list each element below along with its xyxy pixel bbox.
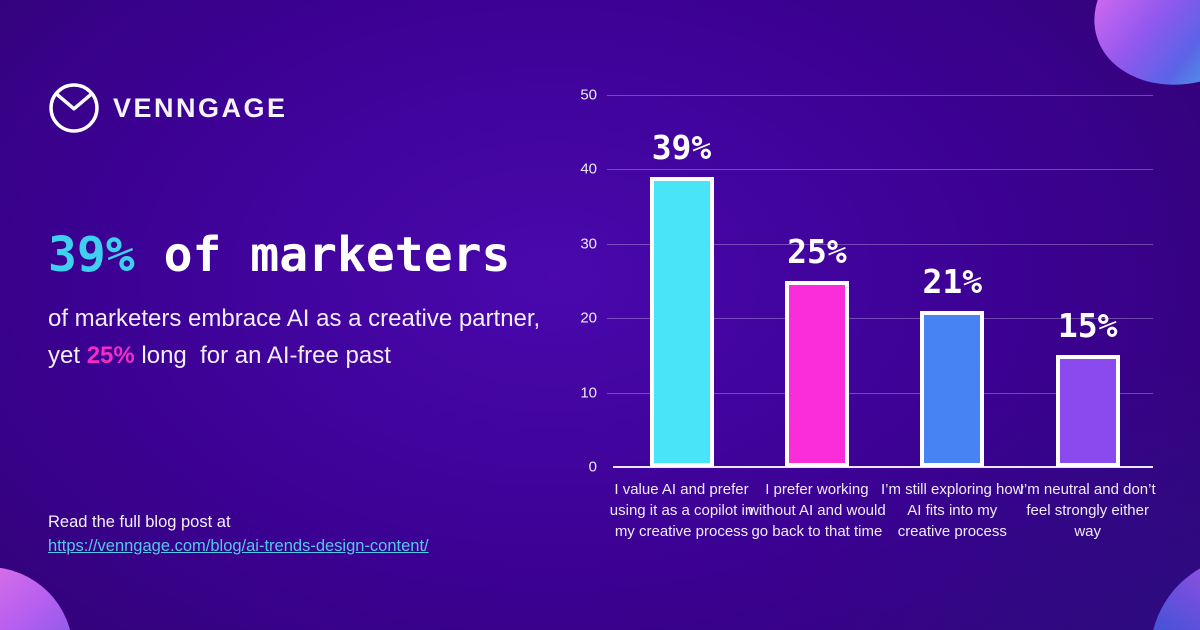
- bar-value-label: 25%: [787, 232, 847, 271]
- brand-name: VENNGAGE: [113, 92, 288, 123]
- y-axis-tick-label: 20: [580, 309, 597, 327]
- brand-header: VENNGAGE: [48, 82, 288, 134]
- bar-chart-plot: 0 10 20 30 40 50 39% I value AI and prefer usin…: [580, 87, 1155, 541]
- category-label: I prefer working without AI and would go…: [748, 481, 886, 540]
- category-label: I value AI and prefer using it as a copi…: [609, 481, 754, 540]
- gridline: [607, 318, 1153, 320]
- bar-slot: 15% I’m neutral and don’t feel strongly e…: [1015, 95, 1160, 540]
- headline: 39% of marketers: [48, 227, 568, 283]
- bar-value-label: 21%: [922, 261, 983, 301]
- blog-link[interactable]: https://venngage.com/blog/ai-trends-desi…: [48, 536, 429, 555]
- y-axis-tick-label: 30: [580, 235, 597, 253]
- gridline: [607, 169, 1153, 171]
- headline-highlight: 39%: [48, 227, 135, 283]
- headline-rest: of marketers: [134, 227, 511, 283]
- decorative-blob-bottom-right: [1150, 555, 1200, 630]
- bar-slot: 39% I value AI and prefer using it as a c…: [609, 95, 754, 540]
- decorative-blob-bottom-left: [0, 567, 73, 630]
- category-label: I’m still exploring how AI fits into my …: [881, 481, 1024, 540]
- gridline: [607, 243, 1153, 245]
- footer-label: Read the full blog post at: [48, 513, 231, 531]
- category-label: I’m neutral and don’t feel strongly eith…: [1019, 481, 1156, 540]
- gridline: [607, 95, 1153, 96]
- y-axis-tick-label: 40: [580, 160, 597, 178]
- y-axis-tick-label: 10: [580, 384, 597, 402]
- bar: [649, 176, 714, 467]
- subtitle: of marketers embrace AI as a creative pa…: [48, 300, 553, 374]
- footer: Read the full blog post at https://venng…: [48, 511, 429, 559]
- bar-slot: 25% I prefer working without AI and would…: [744, 95, 889, 540]
- subtitle-before: of marketers embrace AI as a creative pa…: [48, 305, 547, 370]
- x-axis-line: [613, 466, 1153, 468]
- bar: [920, 310, 985, 467]
- bar-slot: 21% I’m still exploring how AI fits into …: [880, 95, 1025, 540]
- bar: [1055, 355, 1120, 467]
- y-axis-tick-label: 50: [580, 86, 597, 104]
- gridline: [607, 392, 1153, 394]
- bar-value-label: 39%: [651, 127, 712, 167]
- subtitle-highlight: 25%: [86, 342, 135, 370]
- y-axis-tick-label: 0: [588, 458, 597, 476]
- bar: [784, 281, 849, 467]
- venngage-logo-icon: [48, 82, 100, 134]
- subtitle-after: long for an AI-free past: [134, 342, 391, 370]
- bar-value-label: 15%: [1057, 306, 1118, 346]
- decorative-blob-top-right: [1076, 0, 1200, 106]
